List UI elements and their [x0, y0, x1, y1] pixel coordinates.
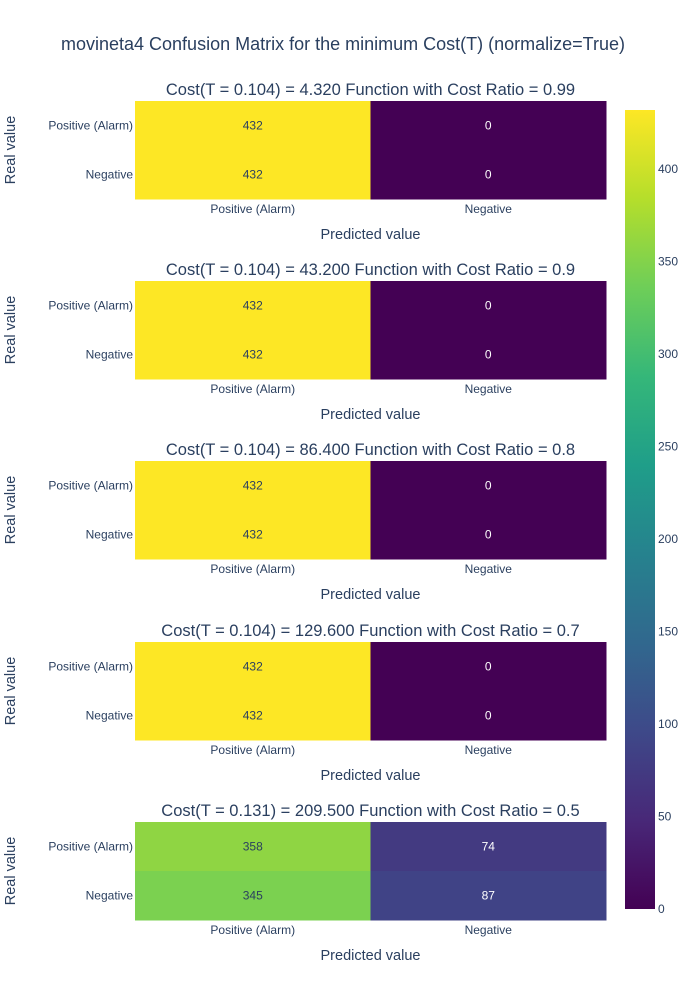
cell-value-label: 0 [485, 119, 492, 133]
cell-value-label: 87 [482, 889, 496, 903]
heatmap-cell [370, 822, 607, 872]
cell-value-label: 0 [485, 168, 492, 182]
cell-value-label: 74 [482, 840, 496, 854]
colorbar-tick-label: 350 [658, 255, 678, 269]
y-tick-label: Negative [86, 709, 134, 723]
heatmap-cell [370, 461, 607, 511]
colorbar-tick-label: 100 [658, 717, 678, 731]
panel-title: Cost(T = 0.104) = 129.600 Function with … [161, 622, 579, 640]
colorbar-tick-label: 150 [658, 625, 678, 639]
cell-value-label: 345 [243, 889, 263, 903]
x-tick-label: Negative [465, 923, 513, 937]
panel-title: Cost(T = 0.131) = 209.500 Function with … [161, 802, 579, 820]
y-tick-label: Negative [86, 528, 134, 542]
y-tick-label: Negative [86, 348, 134, 362]
x-tick-label: Positive (Alarm) [210, 202, 295, 216]
y-axis-title: Real value [3, 657, 19, 726]
colorbar-tick-label: 50 [658, 810, 672, 824]
heatmap-panel-2: Cost(T = 0.104) = 43.200 Function with C… [3, 261, 607, 423]
heatmap-cell [135, 691, 371, 741]
heatmap-panel-1: Cost(T = 0.104) = 4.320 Function with Co… [3, 81, 607, 243]
cell-value-label: 432 [243, 479, 263, 493]
y-tick-label: Negative [86, 889, 134, 903]
x-tick-label: Negative [465, 202, 513, 216]
heatmap-cell [135, 461, 371, 511]
main-title: movineta4 Confusion Matrix for the minim… [61, 34, 625, 54]
x-axis-title: Predicted value [321, 407, 421, 423]
y-axis-title: Real value [3, 296, 19, 365]
heatmap-panels: Cost(T = 0.104) = 4.320 Function with Co… [3, 81, 607, 964]
cell-value-label: 0 [485, 479, 492, 493]
x-tick-label: Negative [465, 382, 513, 396]
panel-title: Cost(T = 0.104) = 4.320 Function with Co… [166, 81, 575, 99]
heatmap-cell [135, 330, 371, 380]
cell-value-label: 432 [243, 528, 263, 542]
heatmap-cell [135, 510, 371, 560]
cell-value-label: 432 [243, 119, 263, 133]
x-tick-label: Negative [465, 562, 513, 576]
x-tick-label: Positive (Alarm) [210, 923, 295, 937]
heatmap-panel-4: Cost(T = 0.104) = 129.600 Function with … [3, 622, 607, 784]
heatmap-cell [135, 281, 371, 331]
heatmap-cell [135, 822, 371, 872]
y-axis-title: Real value [3, 116, 19, 185]
heatmap-panel-5: Cost(T = 0.131) = 209.500 Function with … [3, 802, 607, 964]
colorbar-tick-label: 250 [658, 440, 678, 454]
heatmap-cell [370, 101, 607, 151]
cell-value-label: 432 [243, 660, 263, 674]
heatmap-cell [135, 150, 371, 200]
y-tick-label: Positive (Alarm) [48, 479, 133, 493]
cell-value-label: 0 [485, 660, 492, 674]
y-tick-label: Positive (Alarm) [48, 299, 133, 313]
colorbar-tick-label: 300 [658, 347, 678, 361]
cell-value-label: 432 [243, 709, 263, 723]
heatmap-cell [370, 150, 607, 200]
cell-value-label: 432 [243, 168, 263, 182]
heatmap-cell [370, 871, 607, 921]
heatmap-cell [370, 330, 607, 380]
colorbar-tick-label: 0 [658, 902, 665, 916]
cell-value-label: 432 [243, 348, 263, 362]
heatmap-cell [135, 642, 371, 692]
heatmap-cell [135, 101, 371, 151]
y-axis-title: Real value [3, 476, 19, 545]
cell-value-label: 358 [243, 840, 263, 854]
x-tick-label: Negative [465, 743, 513, 757]
colorbar-tick-label: 200 [658, 532, 678, 546]
x-tick-label: Positive (Alarm) [210, 562, 295, 576]
heatmap-panel-3: Cost(T = 0.104) = 86.400 Function with C… [3, 441, 607, 603]
y-tick-label: Positive (Alarm) [48, 840, 133, 854]
heatmap-cell [370, 281, 607, 331]
cell-value-label: 0 [485, 709, 492, 723]
y-tick-label: Positive (Alarm) [48, 660, 133, 674]
heatmap-cell [370, 642, 607, 692]
cell-value-label: 0 [485, 299, 492, 313]
colorbar: 0 50 100 150 200 250 300 350 400 [625, 110, 678, 916]
x-axis-title: Predicted value [321, 227, 421, 243]
colorbar-gradient [625, 110, 655, 909]
x-axis-title: Predicted value [321, 587, 421, 603]
colorbar-tick-label: 400 [658, 162, 678, 176]
panel-title: Cost(T = 0.104) = 86.400 Function with C… [166, 441, 575, 459]
y-tick-label: Negative [86, 168, 134, 182]
cell-value-label: 432 [243, 299, 263, 313]
panel-title: Cost(T = 0.104) = 43.200 Function with C… [166, 261, 575, 279]
y-tick-label: Positive (Alarm) [48, 119, 133, 133]
heatmap-cell [370, 510, 607, 560]
x-tick-label: Positive (Alarm) [210, 743, 295, 757]
y-axis-title: Real value [3, 837, 19, 906]
cell-value-label: 0 [485, 348, 492, 362]
cell-value-label: 0 [485, 528, 492, 542]
x-axis-title: Predicted value [321, 948, 421, 964]
heatmap-cell [370, 691, 607, 741]
x-axis-title: Predicted value [321, 768, 421, 784]
x-tick-label: Positive (Alarm) [210, 382, 295, 396]
heatmap-cell [135, 871, 371, 921]
